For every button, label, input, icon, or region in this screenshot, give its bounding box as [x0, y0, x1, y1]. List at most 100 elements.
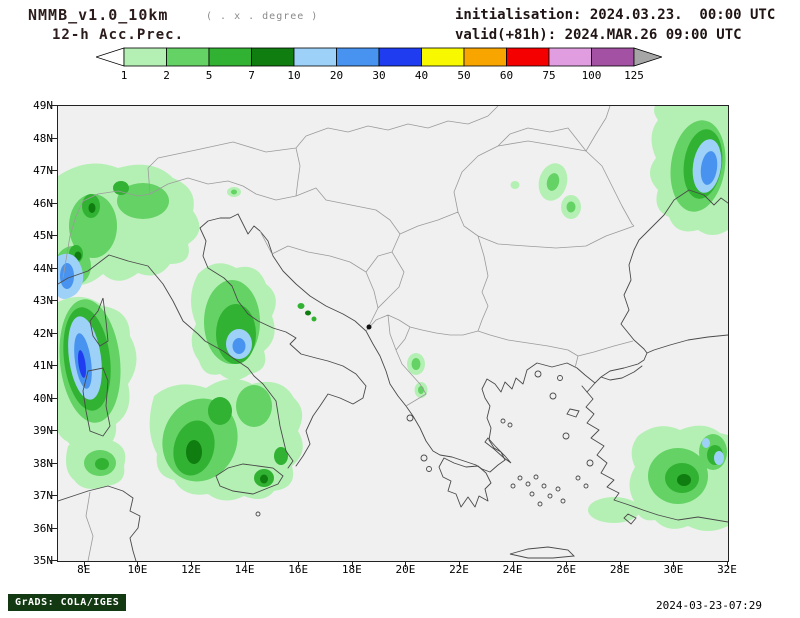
colorbar-tick-label: 2 [163, 69, 170, 82]
precip-speck [418, 386, 424, 394]
x-axis-tick [619, 561, 621, 567]
coastline-tunisia [58, 485, 141, 561]
x-axis-label: 14E [234, 563, 255, 576]
x-axis-label: 20E [395, 563, 416, 576]
precip-core [677, 474, 691, 486]
precip-core [260, 474, 268, 484]
x-axis-tick [83, 561, 85, 567]
colorbar-tick-label: 50 [457, 69, 470, 82]
y-axis-label: 37N [33, 489, 53, 502]
y-axis-tick [50, 332, 57, 334]
y-axis-tick [50, 462, 57, 464]
precip-core [88, 203, 96, 213]
x-axis-tick [566, 561, 568, 567]
x-axis-tick [351, 561, 353, 567]
colorbar-segment [336, 47, 380, 67]
y-axis-label: 49N [33, 99, 53, 112]
colorbar-segment [591, 47, 635, 67]
y-axis-tick [50, 267, 57, 269]
x-axis-tick [244, 561, 246, 567]
colorbar-tick-label: 40 [415, 69, 428, 82]
x-axis-label: 26E [556, 563, 577, 576]
precip-core [117, 183, 169, 219]
precip-speck [411, 358, 421, 370]
y-axis-label: 41N [33, 359, 53, 372]
map-frame [57, 105, 729, 562]
precip-speck [231, 189, 237, 195]
colorbar-tick-label: 125 [624, 69, 644, 82]
coastline-blacksea-west [620, 189, 728, 354]
colorbar-segment [548, 47, 592, 67]
coastline-turkey [585, 391, 728, 523]
coastline-islands [82, 297, 637, 559]
colorbar-segment [251, 47, 295, 67]
colorbar-right-arrow [633, 47, 664, 67]
model-title: NMMB_v1.0_10km [28, 6, 169, 24]
y-axis-label: 44N [33, 261, 53, 275]
x-axis-tick [727, 561, 728, 567]
x-axis-tick [512, 561, 514, 567]
y-axis-label: 48N [33, 131, 53, 145]
y-axis-label: 40N [33, 391, 53, 405]
precip-core [702, 438, 710, 448]
initialisation-label: initialisation: 2024.03.23. 00:00 UTC [455, 7, 776, 23]
precip-core [95, 458, 109, 470]
colorbar-segment [208, 47, 252, 67]
x-axis-tick [298, 561, 300, 567]
colorbar-segment [166, 47, 210, 67]
y-axis-tick [50, 137, 57, 139]
colorbar-tick-label: 100 [582, 69, 602, 82]
colorbar-segment [378, 47, 422, 67]
small-islands [255, 370, 594, 517]
precip-speck [546, 173, 560, 191]
grads-stamp: GrADS: COLA/IGES [8, 594, 127, 611]
map-lines [58, 106, 728, 561]
y-axis-label: 38N [33, 456, 53, 470]
x-axis-label: 8E [77, 563, 91, 576]
x-axis-tick [191, 561, 192, 567]
y-axis-tick [50, 495, 57, 496]
y-axis-tick [50, 170, 57, 171]
colorbar-tick-label: 20 [330, 69, 343, 82]
colorbar-segment [506, 47, 550, 67]
colorbar-left-arrow [94, 47, 125, 67]
y-axis-label: 35N [33, 554, 53, 567]
precip-core [700, 151, 718, 185]
colorbar-segment [463, 47, 507, 67]
colorbar-segment [123, 47, 167, 67]
y-axis-tick [50, 430, 57, 431]
x-axis-label: 10E [127, 563, 148, 576]
y-axis-tick [50, 397, 57, 399]
y-axis-tick [50, 235, 57, 236]
x-axis-tick [405, 561, 407, 567]
x-axis-tick [137, 561, 139, 567]
y-axis-tick [50, 202, 57, 204]
precip-speck [297, 303, 305, 309]
y-axis-label: 46N [33, 196, 53, 210]
precip-core [60, 263, 74, 289]
y-axis-label: 42N [33, 326, 53, 340]
colorbar-tick-label: 60 [500, 69, 513, 82]
colorbar-segment [293, 47, 337, 67]
precip-core [588, 497, 640, 523]
x-axis-label: 30E [663, 563, 684, 576]
precip-speck [311, 316, 317, 322]
y-axis-tick [50, 300, 57, 301]
colorbar-tick-label: 30 [372, 69, 385, 82]
map-svg [58, 106, 728, 561]
precip-core [208, 397, 232, 425]
precip-core [236, 385, 272, 427]
colorbar-tick-label: 7 [248, 69, 255, 82]
coastline-peloponnese [438, 457, 492, 508]
valid-time-label: valid(+81h): 2024.MAR.26 09:00 UTC [455, 27, 742, 43]
precip-speck [566, 201, 576, 213]
y-axis-label: 45N [33, 229, 53, 242]
precip-shading [58, 106, 728, 531]
precip-speck [510, 181, 520, 189]
x-axis-tick [673, 561, 675, 567]
x-axis-label: 16E [288, 563, 309, 576]
precip-core [78, 350, 86, 378]
y-axis-label: 47N [33, 164, 53, 177]
precip-speck [305, 310, 311, 316]
y-axis-label: 43N [33, 294, 53, 307]
